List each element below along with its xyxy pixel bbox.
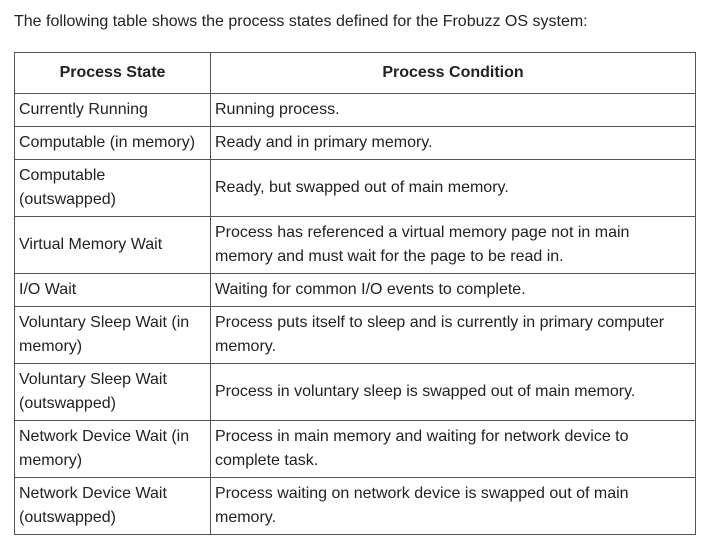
cell-state: Voluntary Sleep Wait (in memory) bbox=[15, 307, 211, 364]
cell-condition: Process has referenced a virtual memory … bbox=[211, 217, 696, 274]
cell-state: Computable (outswapped) bbox=[15, 160, 211, 217]
cell-condition: Ready, but swapped out of main memory. bbox=[211, 160, 696, 217]
process-states-table: Process State Process Condition Currentl… bbox=[14, 52, 696, 535]
table-row: Network Device Wait (in memory) Process … bbox=[15, 421, 696, 478]
table-row: Network Device Wait (outswapped) Process… bbox=[15, 478, 696, 535]
cell-condition: Waiting for common I/O events to complet… bbox=[211, 274, 696, 307]
header-process-condition: Process Condition bbox=[211, 53, 696, 94]
table-row: Virtual Memory Wait Process has referenc… bbox=[15, 217, 696, 274]
cell-condition: Process in main memory and waiting for n… bbox=[211, 421, 696, 478]
cell-state: Network Device Wait (outswapped) bbox=[15, 478, 211, 535]
table-header-row: Process State Process Condition bbox=[15, 53, 696, 94]
cell-state: Network Device Wait (in memory) bbox=[15, 421, 211, 478]
cell-condition: Process puts itself to sleep and is curr… bbox=[211, 307, 696, 364]
cell-condition: Process in voluntary sleep is swapped ou… bbox=[211, 364, 696, 421]
table-row: I/O Wait Waiting for common I/O events t… bbox=[15, 274, 696, 307]
cell-state: I/O Wait bbox=[15, 274, 211, 307]
cell-state: Computable (in memory) bbox=[15, 127, 211, 160]
intro-text: The following table shows the process st… bbox=[14, 10, 696, 34]
cell-condition: Running process. bbox=[211, 94, 696, 127]
cell-condition: Process waiting on network device is swa… bbox=[211, 478, 696, 535]
cell-condition: Ready and in primary memory. bbox=[211, 127, 696, 160]
table-row: Computable (in memory) Ready and in prim… bbox=[15, 127, 696, 160]
cell-state: Virtual Memory Wait bbox=[15, 217, 211, 274]
table-row: Computable (outswapped) Ready, but swapp… bbox=[15, 160, 696, 217]
cell-state: Voluntary Sleep Wait (outswapped) bbox=[15, 364, 211, 421]
table-row: Voluntary Sleep Wait (in memory) Process… bbox=[15, 307, 696, 364]
cell-state: Currently Running bbox=[15, 94, 211, 127]
table-row: Currently Running Running process. bbox=[15, 94, 696, 127]
table-row: Voluntary Sleep Wait (outswapped) Proces… bbox=[15, 364, 696, 421]
header-process-state: Process State bbox=[15, 53, 211, 94]
